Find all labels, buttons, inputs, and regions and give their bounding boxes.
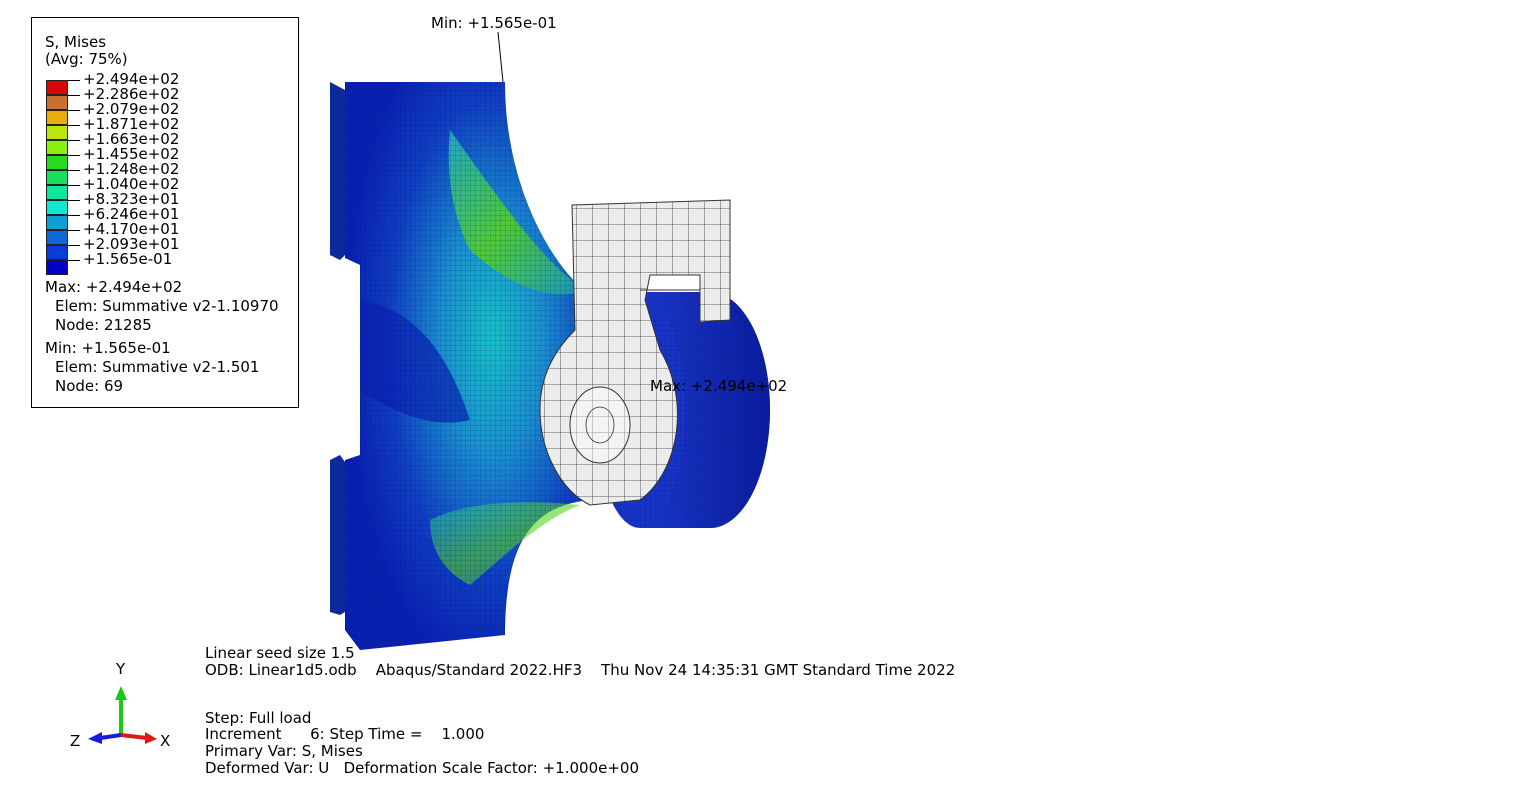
deformed-var-line: Deformed Var: U Deformation Scale Factor… bbox=[205, 759, 640, 777]
legend-swatch bbox=[46, 245, 68, 260]
legend-swatch bbox=[46, 80, 68, 95]
legend-tick bbox=[68, 245, 80, 246]
y-axis-label: Y bbox=[115, 660, 126, 678]
clip-part bbox=[539, 199, 731, 506]
legend-tick bbox=[68, 200, 80, 201]
legend-swatch bbox=[46, 200, 68, 215]
legend-swatch bbox=[46, 140, 68, 155]
legend-max-elem: Elem: Summative v2-1.10970 bbox=[55, 297, 279, 315]
block-side-face bbox=[330, 82, 345, 615]
legend-tick bbox=[68, 185, 80, 186]
legend-tick bbox=[68, 125, 80, 126]
legend-tick bbox=[68, 110, 80, 111]
legend-swatch bbox=[46, 260, 68, 275]
legend-swatch bbox=[46, 215, 68, 230]
block-front-face bbox=[345, 82, 590, 650]
color-scale bbox=[46, 80, 68, 275]
legend-swatch bbox=[46, 155, 68, 170]
odb-line: ODB: Linear1d5.odb Abaqus/Standard 2022.… bbox=[205, 661, 956, 679]
legend-value: +6.246e+01 bbox=[83, 205, 180, 223]
legend-tick bbox=[68, 80, 80, 81]
legend-tick bbox=[68, 170, 80, 171]
z-axis-label: Z bbox=[70, 732, 80, 750]
primary-var-line: Primary Var: S, Mises bbox=[205, 742, 363, 760]
x-axis-label: X bbox=[160, 732, 170, 750]
x-axis-arrow bbox=[120, 733, 148, 740]
legend-min-value: Min: +1.565e-01 bbox=[45, 339, 171, 357]
legend-swatch bbox=[46, 110, 68, 125]
legend-swatch bbox=[46, 185, 68, 200]
legend-max-value: Max: +2.494e+02 bbox=[45, 278, 183, 296]
contour-legend: S, Mises (Avg: 75%) +2.494e+02 +2.286e+02… bbox=[31, 17, 299, 408]
legend-swatch bbox=[46, 125, 68, 140]
legend-swatch bbox=[46, 170, 68, 185]
legend-value: +1.565e-01 bbox=[83, 250, 173, 268]
model-title: Linear seed size 1.5 bbox=[205, 644, 355, 662]
legend-value: +2.093e+01 bbox=[83, 235, 180, 253]
legend-min-node: Node: 69 bbox=[55, 377, 124, 395]
legend-tick bbox=[68, 215, 80, 216]
legend-swatch bbox=[46, 230, 68, 245]
legend-value: +1.040e+02 bbox=[83, 175, 180, 193]
increment-line: Increment 6: Step Time = 1.000 bbox=[205, 725, 485, 743]
step-line: Step: Full load bbox=[205, 709, 312, 727]
min-annotation: Min: +1.565e-01 bbox=[431, 14, 557, 32]
legend-value: +1.663e+02 bbox=[83, 130, 180, 148]
legend-min-elem: Elem: Summative v2-1.501 bbox=[55, 358, 260, 376]
legend-tick bbox=[68, 95, 80, 96]
legend-value: +8.323e+01 bbox=[83, 190, 180, 208]
max-annotation: Max: +2.494e+02 bbox=[650, 377, 788, 395]
legend-tick bbox=[68, 155, 80, 156]
legend-tick bbox=[68, 140, 80, 141]
z-axis-arrow bbox=[99, 733, 122, 740]
legend-value: +2.079e+02 bbox=[83, 100, 180, 118]
legend-tick bbox=[68, 230, 80, 231]
coordinate-triad: Y X Z bbox=[70, 660, 170, 750]
legend-tick bbox=[68, 260, 80, 261]
legend-max-node: Node: 21285 bbox=[55, 316, 152, 334]
min-leader-line bbox=[497, 31, 504, 83]
legend-value: +2.494e+02 bbox=[83, 70, 180, 88]
legend-value: +1.455e+02 bbox=[83, 145, 180, 163]
legend-value: +2.286e+02 bbox=[83, 85, 180, 103]
legend-averaging: (Avg: 75%) bbox=[45, 50, 128, 68]
legend-swatch bbox=[46, 95, 68, 110]
legend-value: +4.170e+01 bbox=[83, 220, 180, 238]
legend-value: +1.248e+02 bbox=[83, 160, 180, 178]
legend-value: +1.871e+02 bbox=[83, 115, 180, 133]
legend-variable: S, Mises bbox=[45, 33, 107, 51]
